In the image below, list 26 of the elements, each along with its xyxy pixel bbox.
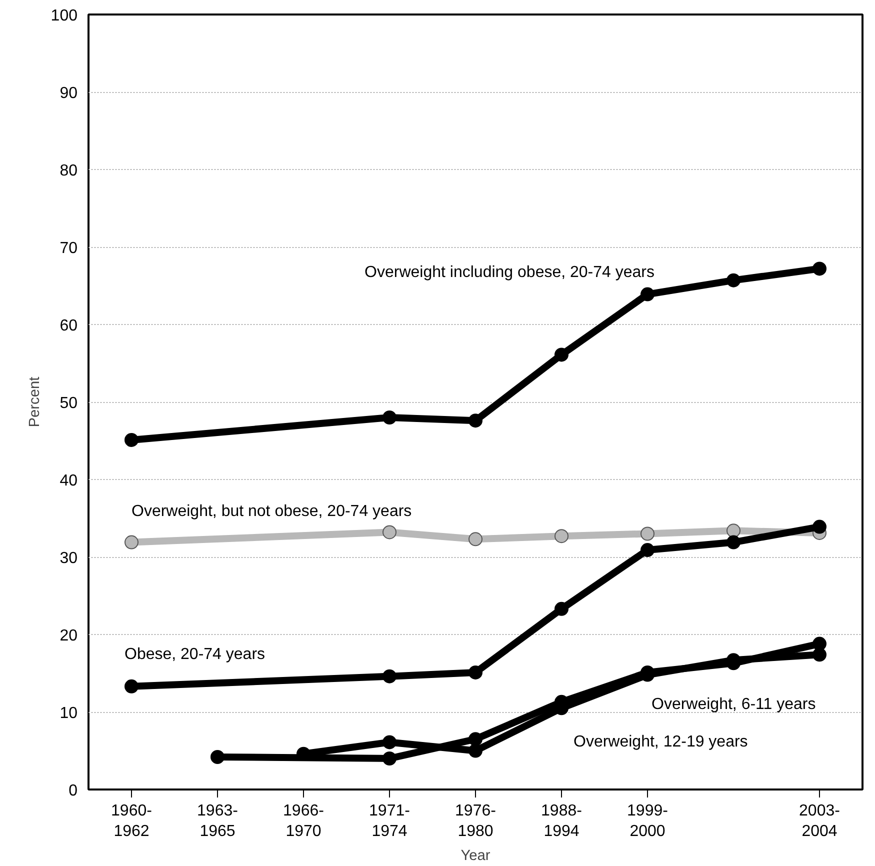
y-tick-label: 60 bbox=[60, 318, 78, 334]
y-tick-label: 70 bbox=[60, 240, 78, 257]
y-tick-label: 100 bbox=[50, 8, 78, 24]
series-label: Obese, 20-74 years bbox=[124, 646, 266, 663]
series-label: Overweight including obese, 20-74 years bbox=[364, 264, 655, 281]
y-tick-label: 80 bbox=[60, 162, 78, 180]
y-tick-label: 30 bbox=[60, 550, 78, 567]
y-tick-label: 50 bbox=[60, 395, 78, 412]
y-tick-label: 90 bbox=[60, 85, 78, 102]
y-axis-title: Percent bbox=[26, 376, 43, 428]
x-tick-label: 1971- 1974 bbox=[369, 802, 410, 840]
series-label: Overweight, but not obese, 20-74 years bbox=[132, 502, 412, 520]
x-tick-label: 1976- 1980 bbox=[455, 802, 496, 840]
y-tick-label: 10 bbox=[60, 705, 78, 722]
y-tick-label: 40 bbox=[60, 472, 78, 490]
y-tick-label: 20 bbox=[60, 628, 78, 644]
x-tick-label: 1999- 2000 bbox=[627, 802, 668, 840]
x-tick-label: 2003- 2004 bbox=[799, 802, 840, 840]
x-tick-label: 1963- 1965 bbox=[197, 802, 238, 840]
series-label: Overweight, 12-19 years bbox=[574, 734, 748, 751]
x-tick-label: 1966- 1970 bbox=[283, 802, 324, 840]
series-label: Overweight, 6-11 years bbox=[652, 696, 816, 713]
y-tick-label: 0 bbox=[68, 782, 78, 800]
x-tick-label: 1960- 1962 bbox=[111, 802, 152, 840]
x-tick-label: 1988- 1994 bbox=[541, 802, 582, 840]
x-axis-title: Year bbox=[460, 848, 490, 864]
